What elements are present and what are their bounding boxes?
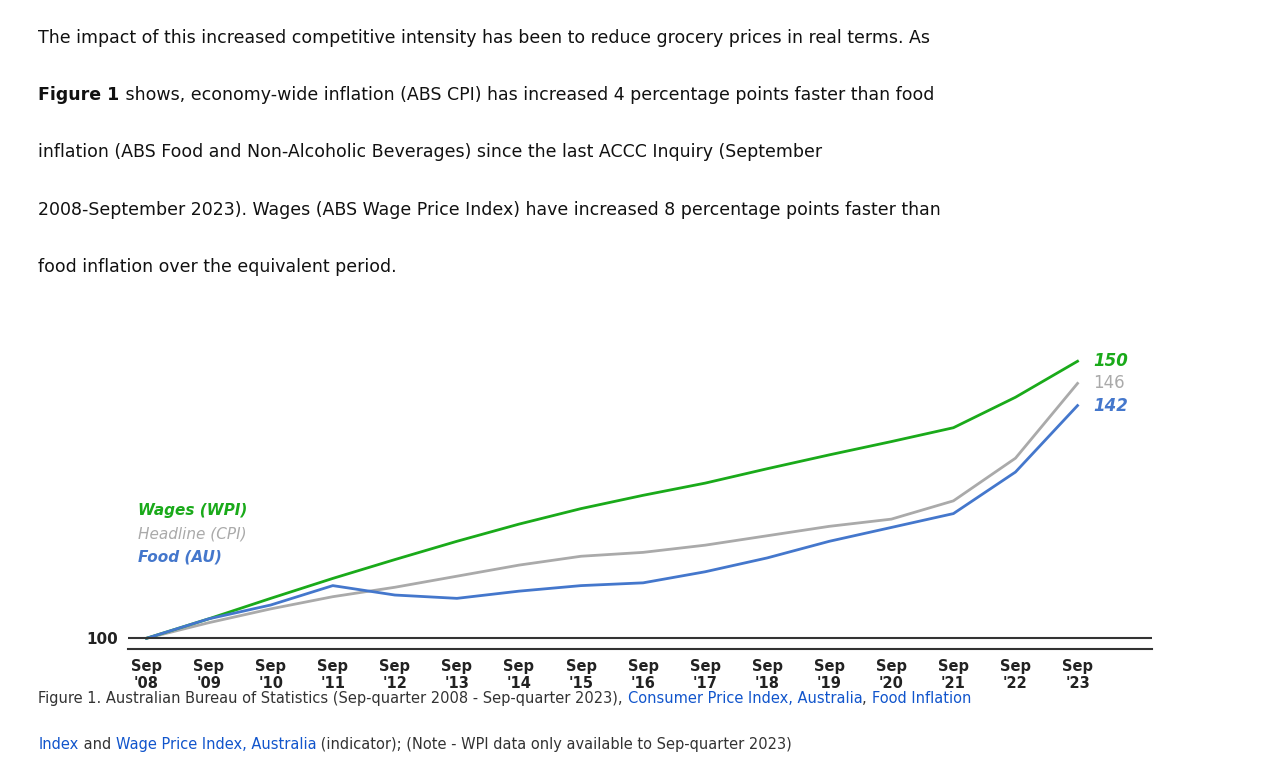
Text: food inflation over the equivalent period.: food inflation over the equivalent perio… (38, 257, 397, 276)
Text: Wages (WPI): Wages (WPI) (138, 503, 247, 518)
Text: Food Inflation: Food Inflation (872, 691, 972, 706)
Text: Wage Price Index, Australia: Wage Price Index, Australia (115, 737, 316, 752)
Text: 2008-September 2023). Wages (ABS Wage Price Index) have increased 8 percentage p: 2008-September 2023). Wages (ABS Wage Pr… (38, 200, 941, 219)
Text: Food (AU): Food (AU) (138, 550, 223, 564)
Text: inflation (ABS Food and Non-Alcoholic Beverages) since the last ACCC Inquiry (Se: inflation (ABS Food and Non-Alcoholic Be… (38, 143, 823, 162)
Text: Index: Index (38, 737, 78, 752)
Text: Figure 1. Australian Bureau of Statistics (Sep-quarter 2008 - Sep-quarter 2023),: Figure 1. Australian Bureau of Statistic… (38, 691, 627, 706)
Text: 146: 146 (1093, 374, 1125, 393)
Text: ,: , (863, 691, 872, 706)
Text: Figure 1: Figure 1 (38, 86, 119, 104)
Text: Consumer Price Index, Australia: Consumer Price Index, Australia (627, 691, 863, 706)
Text: The impact of this increased competitive intensity has been to reduce grocery pr: The impact of this increased competitive… (38, 29, 931, 47)
Text: 142: 142 (1093, 397, 1128, 414)
Text: shows, economy-wide inflation (ABS CPI) has increased 4 percentage points faster: shows, economy-wide inflation (ABS CPI) … (119, 86, 934, 104)
Text: (indicator); (Note - WPI data only available to Sep-quarter 2023): (indicator); (Note - WPI data only avail… (316, 737, 792, 752)
Text: and: and (78, 737, 115, 752)
Text: 150: 150 (1093, 352, 1128, 370)
Text: Headline (CPI): Headline (CPI) (138, 526, 247, 541)
